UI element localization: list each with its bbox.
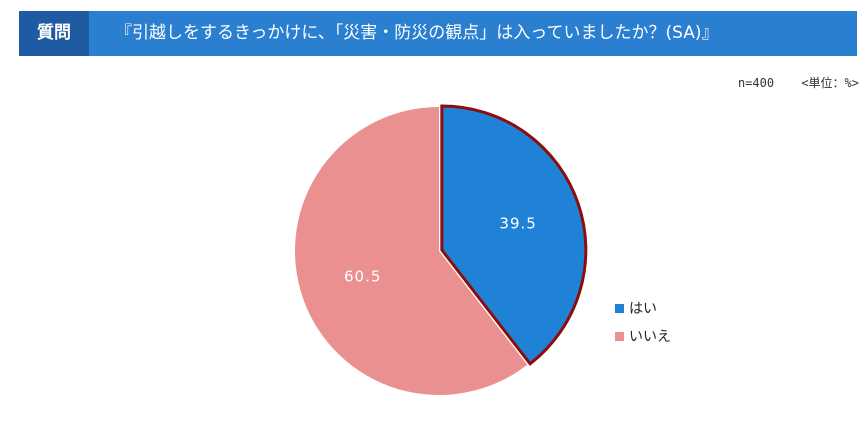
pie-slice-yes xyxy=(440,104,588,366)
pie-slices xyxy=(294,104,588,395)
question-tag: 質問 xyxy=(19,11,89,56)
legend-label: いいえ xyxy=(629,329,671,345)
legend-item-no: いいえ xyxy=(615,324,671,348)
legend-item-yes: はい xyxy=(615,296,671,320)
unit-label: <単位：%> xyxy=(801,76,859,90)
question-header: 質問 『引越しをするきっかけに、「災害・防災の観点」は入っていましたか？(SA)… xyxy=(19,11,857,56)
legend-swatch xyxy=(615,303,624,313)
chart-meta: n=400 <単位：%> xyxy=(718,74,859,91)
chart-legend: はい いいえ xyxy=(615,296,671,352)
legend-swatch xyxy=(615,331,624,341)
data-label-yes: 39.5 xyxy=(499,214,536,232)
data-label-no: 60.5 xyxy=(344,268,381,286)
sample-size: n=400 xyxy=(737,76,775,90)
legend-label: はい xyxy=(629,301,657,317)
pie-slice-no xyxy=(294,107,528,395)
question-title: 『引越しをするきっかけに、「災害・防災の観点」は入っていましたか？(SA)』 xyxy=(115,23,719,43)
pie-data-labels: 60.5 39.5 xyxy=(344,214,536,286)
